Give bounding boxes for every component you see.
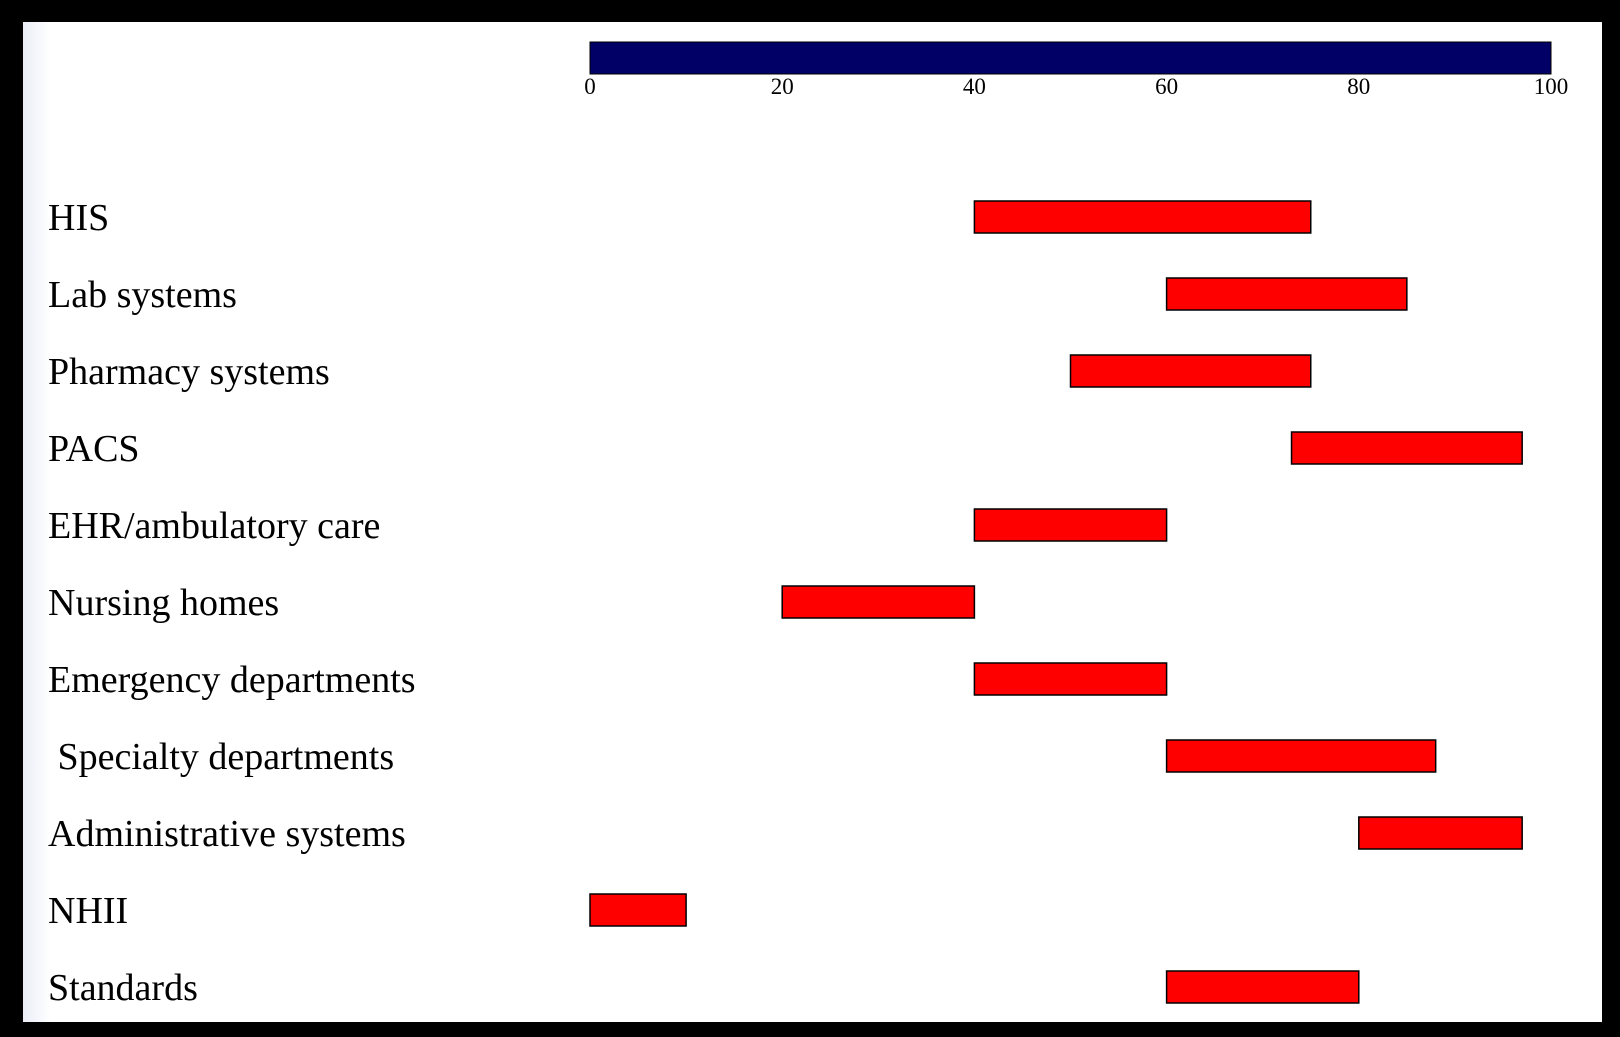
range-bar: [781, 585, 976, 619]
x-axis: 0 20 40 60 80 100: [584, 41, 1569, 99]
x-tick-label: 60: [1155, 74, 1178, 99]
category-label: Administrative systems: [48, 813, 406, 855]
category-label: Specialty departments: [48, 736, 394, 778]
x-tick-label: 20: [771, 74, 794, 99]
category-label: Pharmacy systems: [48, 351, 330, 393]
range-bars: [589, 200, 1523, 1004]
range-bar: [1290, 431, 1523, 465]
category-label: EHR/ambulatory care: [48, 505, 380, 547]
category-label: Emergency departments: [48, 659, 416, 701]
range-bar: [1358, 816, 1523, 850]
range-bar: [1069, 354, 1312, 388]
x-tick-label: 100: [1534, 74, 1569, 99]
category-label: HIS: [48, 197, 109, 239]
category-labels: HIS Lab systems Pharmacy systems PACS EHR/am…: [48, 197, 416, 1009]
category-label: PACS: [48, 428, 140, 470]
range-bar: [973, 200, 1312, 234]
axis-scale-bar: [589, 41, 1552, 75]
slide-frame: [8, 10, 1609, 1027]
category-label: Lab systems: [48, 274, 237, 316]
range-bar: [973, 508, 1168, 542]
chart-panel: [23, 22, 1602, 1022]
range-bar: [1165, 739, 1437, 773]
range-bar: [1165, 277, 1408, 311]
category-label: NHII: [48, 890, 128, 932]
range-bar: [1165, 970, 1360, 1004]
x-tick-label: 80: [1347, 74, 1370, 99]
category-label: Standards: [48, 967, 198, 1009]
range-bar: [973, 662, 1168, 696]
x-tick-label: 40: [963, 74, 986, 99]
range-bar: [589, 893, 687, 927]
x-tick-label: 0: [584, 74, 596, 99]
category-label: Nursing homes: [48, 582, 279, 624]
